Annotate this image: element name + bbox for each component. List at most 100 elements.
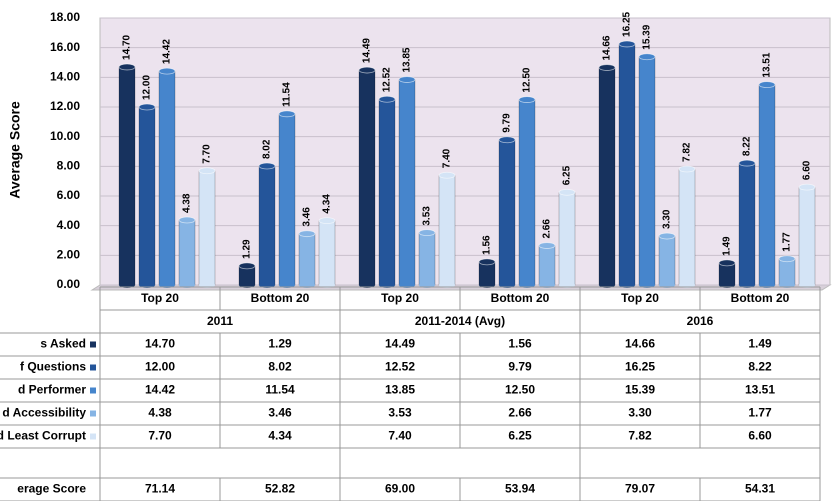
value-label: 14.70 [122, 34, 133, 59]
legend-key [90, 364, 96, 371]
bar-top [198, 167, 216, 175]
bar-top [178, 216, 196, 224]
table-cell: 3.53 [388, 406, 412, 420]
table-cell: 12.50 [505, 383, 535, 397]
table-cell: 6.60 [748, 429, 772, 443]
bar [538, 242, 556, 288]
bar [438, 171, 456, 288]
legend-key [90, 433, 96, 440]
bar-top [158, 67, 176, 75]
bar-body [658, 235, 676, 286]
bar-top [118, 63, 136, 71]
bar-body [438, 174, 456, 286]
value-label: 4.38 [182, 193, 193, 213]
bar [718, 259, 736, 288]
table-cell: 8.02 [268, 360, 292, 374]
value-label: 1.49 [722, 236, 733, 256]
bar-body [538, 245, 556, 286]
bar [758, 81, 776, 288]
bar [298, 230, 316, 288]
bar [558, 188, 576, 288]
bar-body [138, 106, 156, 286]
table-cell: 3.30 [628, 406, 652, 420]
table-cell: 11.54 [265, 383, 295, 397]
table-cell: 15.39 [625, 383, 655, 397]
value-label: 12.52 [382, 67, 393, 92]
bar [738, 159, 756, 288]
bar [778, 255, 796, 288]
bar [258, 162, 276, 288]
table-cell: 16.25 [625, 360, 655, 374]
bar [138, 103, 156, 288]
table-cell: 4.38 [148, 406, 172, 420]
value-label: 16.25 [622, 11, 633, 36]
plot-area [99, 17, 831, 286]
value-label: 3.53 [422, 206, 433, 226]
table-cell: 2.66 [508, 406, 532, 420]
value-label: 1.77 [782, 232, 793, 252]
table-cell: 3.46 [268, 406, 292, 420]
table-cell: 7.82 [628, 429, 652, 443]
y-tick-label: 16.00 [50, 40, 80, 54]
bar [478, 258, 496, 288]
total-cell: 71.14 [145, 482, 175, 496]
value-label: 12.50 [522, 67, 533, 92]
value-label: 3.46 [302, 207, 313, 227]
x-tick-label: Bottom 20 [491, 291, 550, 305]
value-label: 6.60 [802, 160, 813, 180]
bar [358, 66, 376, 288]
table-cell: 7.40 [388, 429, 412, 443]
bar-body [378, 98, 396, 286]
legend-label: s Asked [40, 337, 86, 351]
bar-top [738, 159, 756, 167]
table-cell: 14.42 [145, 383, 175, 397]
bar [798, 183, 816, 288]
table-cell: 8.22 [748, 360, 772, 374]
bar [678, 165, 696, 288]
value-label: 2.66 [542, 219, 553, 239]
bar-body [778, 258, 796, 286]
group-label: 2011-2014 (Avg) [415, 314, 505, 328]
bar-top [598, 64, 616, 71]
bar [658, 232, 676, 288]
value-label: 14.42 [162, 39, 173, 64]
value-label: 13.51 [762, 52, 773, 77]
bar [158, 67, 176, 288]
bar-top [418, 229, 436, 237]
total-cell: 52.82 [265, 482, 295, 496]
bar [618, 40, 636, 288]
bar-top [798, 183, 816, 191]
bar-top [478, 258, 496, 266]
y-tick-label: 8.00 [57, 159, 81, 173]
table-cell: 7.70 [148, 429, 172, 443]
table-cell: 14.70 [145, 337, 175, 351]
group-label: 2016 [687, 314, 714, 328]
total-cell: 79.07 [625, 482, 655, 496]
table-cell: 4.34 [268, 429, 292, 443]
bar [378, 95, 396, 288]
bar-body [798, 186, 816, 286]
legend-label: d Least Corrupt [0, 429, 86, 443]
bar-top [718, 259, 736, 267]
value-label: 7.40 [442, 148, 453, 168]
x-tick-label: Bottom 20 [251, 291, 310, 305]
bar-body [678, 168, 696, 286]
bar-top [658, 232, 676, 240]
bar-body [178, 219, 196, 286]
y-tick-label: 4.00 [57, 218, 81, 232]
value-label: 4.34 [322, 194, 333, 214]
value-label: 8.02 [262, 139, 273, 159]
bar [398, 76, 416, 288]
total-cell: 53.94 [505, 482, 535, 496]
bar [498, 136, 516, 288]
value-label: 1.56 [482, 235, 493, 255]
bar-top [138, 103, 156, 111]
bar-body [258, 165, 276, 286]
legend-key [90, 387, 96, 394]
table-cell: 12.52 [385, 360, 415, 374]
bar-body [618, 43, 636, 286]
legend-label: d Accessibility [2, 406, 86, 420]
bar-body [418, 232, 436, 286]
total-cell: 54.31 [745, 482, 775, 496]
table-cell: 13.85 [385, 383, 415, 397]
